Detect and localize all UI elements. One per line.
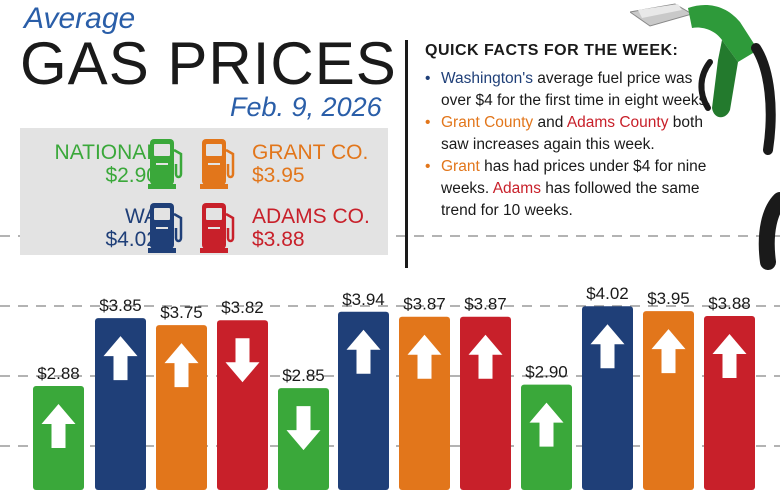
wa-label: WA bbox=[124, 205, 158, 228]
bar-adams bbox=[704, 316, 755, 490]
bar-grant bbox=[156, 325, 207, 490]
bar-national bbox=[521, 384, 572, 490]
fact-text: average fuel price was over $4 for the f… bbox=[441, 70, 711, 109]
arrow-down-icon bbox=[286, 406, 321, 451]
bullet-icon: • bbox=[425, 70, 431, 87]
fact-highlight: Grant County bbox=[441, 114, 534, 131]
fact-highlight: Adams County bbox=[566, 114, 669, 131]
arrow-up-icon bbox=[712, 334, 747, 378]
fact-text: and bbox=[533, 114, 567, 131]
fact-text: both saw increases again this week. bbox=[441, 114, 703, 153]
arrow-up-icon bbox=[164, 343, 199, 388]
bar-wa bbox=[338, 311, 389, 490]
gas-pump-icon-grant bbox=[200, 139, 235, 189]
adams-value: $3.88 bbox=[252, 228, 305, 251]
bullet-icon: • bbox=[425, 158, 431, 175]
grant-label: GRANT CO. bbox=[252, 141, 369, 164]
bar-value-label: $4.02 bbox=[586, 284, 629, 303]
arrow-up-icon bbox=[41, 404, 76, 448]
arrow-up-icon bbox=[468, 334, 503, 379]
fact-text: has followed the same trend for 10 weeks… bbox=[441, 180, 700, 219]
national-value: $2.90 bbox=[105, 164, 158, 187]
bullet-icon: • bbox=[425, 114, 431, 131]
arrow-up-icon bbox=[529, 402, 564, 447]
adams-label: ADAMS CO. bbox=[252, 205, 370, 228]
gas-pump-icon-wa bbox=[148, 203, 183, 253]
bar-value-label: $3.87 bbox=[464, 295, 507, 314]
bar-value-label: $2.90 bbox=[525, 363, 568, 382]
bar-value-label: $3.87 bbox=[403, 295, 446, 314]
gas-pump-icon-national bbox=[148, 139, 183, 189]
wa-value: $4.02 bbox=[105, 228, 158, 251]
fact-highlight: Washington's bbox=[441, 70, 533, 87]
arrow-up-icon bbox=[103, 336, 138, 381]
bar-adams bbox=[460, 316, 511, 490]
title-average: Average bbox=[24, 2, 136, 35]
bar-adams bbox=[217, 320, 268, 490]
bar-wa bbox=[582, 306, 633, 490]
bar-wa bbox=[95, 318, 146, 490]
bar-value-label: $2.88 bbox=[37, 364, 80, 383]
facts-list: • Washington's average fuel price was ov… bbox=[425, 68, 725, 222]
arrow-down-icon bbox=[225, 338, 260, 383]
arrow-up-icon bbox=[407, 334, 442, 379]
bar-value-label: $3.94 bbox=[342, 290, 385, 309]
bar-value-label: $3.82 bbox=[221, 298, 264, 317]
bar-value-label: $3.75 bbox=[160, 303, 203, 322]
fact-highlight: Adams bbox=[492, 180, 541, 197]
fact-item: • Washington's average fuel price was ov… bbox=[425, 68, 725, 112]
fact-item: • Grant has had prices under $4 for nine… bbox=[425, 156, 725, 222]
bar-national bbox=[278, 388, 329, 490]
price-summary-box: NATIONAL $2.90 WA $4.02 GRANT CO. $3.95 … bbox=[20, 128, 388, 255]
bar-value-label: $2.85 bbox=[282, 366, 325, 385]
gas-pump-icon-adams bbox=[200, 203, 235, 253]
grant-value: $3.95 bbox=[252, 164, 305, 187]
page-title: GAS PRICES bbox=[20, 30, 397, 97]
facts-title: QUICK FACTS FOR THE WEEK: bbox=[425, 42, 679, 59]
fact-highlight: Grant bbox=[441, 158, 480, 175]
arrow-up-icon bbox=[590, 324, 625, 369]
fact-text: has had prices under $4 for nine weeks. bbox=[441, 158, 707, 197]
bar-national bbox=[33, 386, 84, 490]
fact-item: • Grant County and Adams County both saw… bbox=[425, 112, 725, 156]
bar-value-label: $3.95 bbox=[647, 289, 690, 308]
national-label: NATIONAL bbox=[54, 141, 158, 164]
bar-value-label: $3.88 bbox=[708, 294, 751, 313]
arrow-up-icon bbox=[346, 329, 381, 374]
bar-grant bbox=[399, 316, 450, 490]
bar-value-label: $3.85 bbox=[99, 296, 142, 315]
divider bbox=[405, 40, 408, 268]
arrow-up-icon bbox=[651, 329, 686, 374]
bar-grant bbox=[643, 311, 694, 490]
report-date: Feb. 9, 2026 bbox=[230, 92, 382, 122]
fuel-nozzle-icon bbox=[630, 3, 780, 270]
